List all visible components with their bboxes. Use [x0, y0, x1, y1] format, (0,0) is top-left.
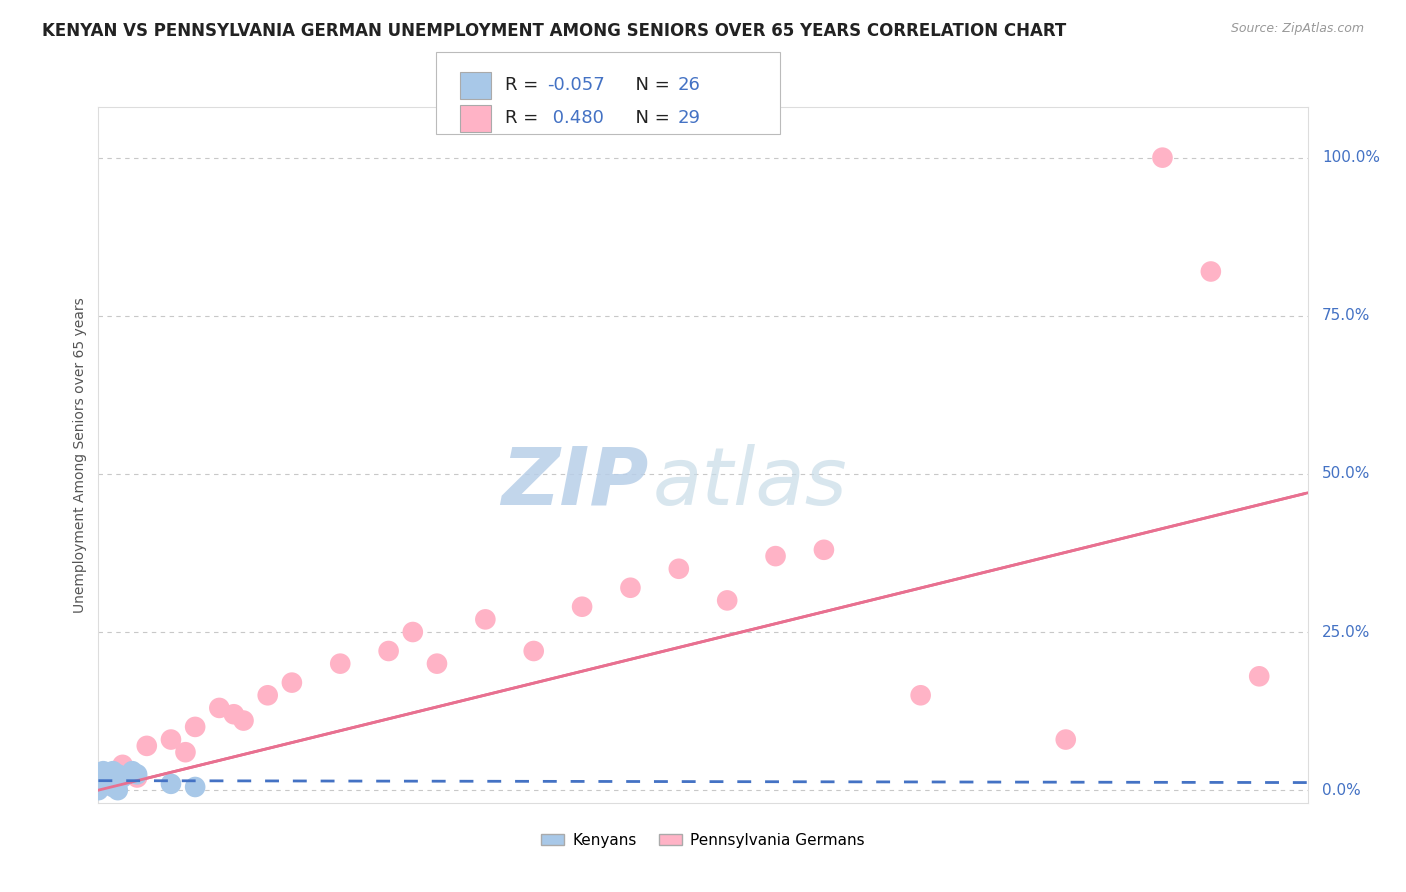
- Text: atlas: atlas: [652, 443, 846, 522]
- Point: [208, 701, 231, 715]
- Text: 75.0%: 75.0%: [1322, 309, 1371, 323]
- Point: [97, 773, 120, 788]
- Point: [668, 562, 690, 576]
- Point: [184, 780, 207, 794]
- Point: [127, 771, 149, 785]
- Point: [87, 783, 110, 797]
- Point: [174, 745, 197, 759]
- Text: 25.0%: 25.0%: [1322, 624, 1371, 640]
- Point: [523, 644, 546, 658]
- Point: [377, 644, 399, 658]
- Point: [474, 612, 496, 626]
- Point: [232, 714, 254, 728]
- Point: [87, 777, 110, 791]
- Text: ZIP: ZIP: [501, 443, 648, 522]
- Point: [101, 780, 124, 794]
- Point: [101, 764, 124, 779]
- Point: [619, 581, 641, 595]
- Point: [571, 599, 593, 614]
- Point: [281, 675, 304, 690]
- Point: [329, 657, 352, 671]
- Point: [111, 771, 134, 785]
- Text: Source: ZipAtlas.com: Source: ZipAtlas.com: [1230, 22, 1364, 36]
- Point: [813, 542, 835, 557]
- Point: [107, 767, 129, 781]
- Point: [127, 767, 149, 781]
- Point: [87, 772, 110, 786]
- Point: [87, 777, 110, 791]
- Point: [1249, 669, 1271, 683]
- Text: 0.480: 0.480: [547, 110, 603, 128]
- Point: [107, 783, 129, 797]
- Point: [101, 778, 124, 792]
- Point: [101, 771, 124, 785]
- Point: [91, 773, 114, 788]
- Point: [107, 773, 129, 788]
- Text: KENYAN VS PENNSYLVANIA GERMAN UNEMPLOYMENT AMONG SENIORS OVER 65 YEARS CORRELATI: KENYAN VS PENNSYLVANIA GERMAN UNEMPLOYME…: [42, 22, 1066, 40]
- Point: [121, 764, 143, 779]
- Point: [426, 657, 449, 671]
- Text: 50.0%: 50.0%: [1322, 467, 1371, 482]
- Text: R =: R =: [505, 77, 544, 95]
- Point: [87, 777, 110, 791]
- Text: 0.0%: 0.0%: [1322, 782, 1361, 797]
- Point: [160, 777, 183, 791]
- Point: [91, 764, 114, 779]
- Text: 26: 26: [678, 77, 700, 95]
- Point: [716, 593, 738, 607]
- Point: [222, 707, 245, 722]
- Point: [765, 549, 787, 563]
- Legend: Kenyans, Pennsylvania Germans: Kenyans, Pennsylvania Germans: [536, 827, 870, 855]
- Point: [91, 771, 114, 785]
- Text: 29: 29: [678, 110, 700, 128]
- Text: 100.0%: 100.0%: [1322, 150, 1381, 165]
- Y-axis label: Unemployment Among Seniors over 65 years: Unemployment Among Seniors over 65 years: [73, 297, 87, 613]
- Point: [402, 625, 425, 640]
- Point: [1152, 151, 1174, 165]
- Point: [87, 777, 110, 791]
- Point: [87, 771, 110, 785]
- Point: [1054, 732, 1077, 747]
- Text: R =: R =: [505, 110, 544, 128]
- Text: N =: N =: [624, 77, 676, 95]
- Text: -0.057: -0.057: [547, 77, 605, 95]
- Point: [256, 688, 278, 702]
- Point: [184, 720, 207, 734]
- Text: N =: N =: [624, 110, 676, 128]
- Point: [135, 739, 157, 753]
- Point: [87, 780, 110, 794]
- Point: [910, 688, 932, 702]
- Point: [1199, 264, 1222, 278]
- Point: [91, 775, 114, 789]
- Point: [160, 732, 183, 747]
- Point: [111, 757, 134, 772]
- Point: [101, 777, 124, 791]
- Point: [87, 767, 110, 781]
